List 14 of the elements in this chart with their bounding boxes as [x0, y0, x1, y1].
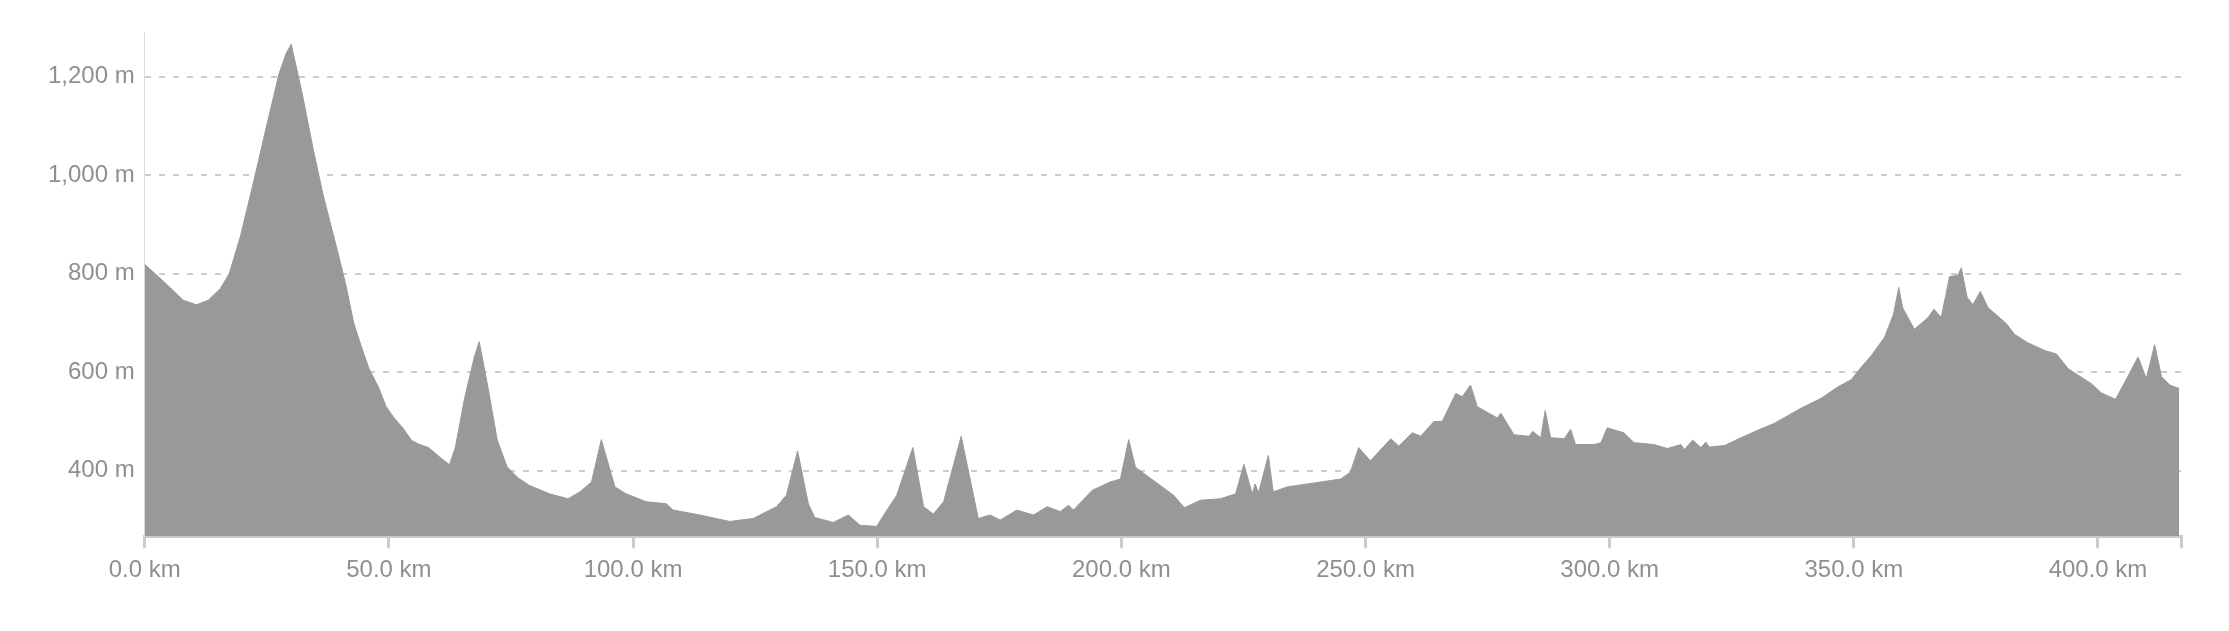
x-tick-label: 350.0 km [1804, 555, 1904, 583]
x-tick-label: 300.0 km [1560, 555, 1660, 583]
x-tick-label: 250.0 km [1316, 555, 1415, 583]
x-tick-label: 100.0 km [583, 555, 683, 583]
x-tick-label: 0.0 km [108, 555, 181, 583]
y-tick-label: 600 m [68, 356, 135, 384]
x-tick-label: 400.0 km [2048, 555, 2148, 583]
x-tick-label: 200.0 km [1071, 555, 1171, 583]
y-tick-label: 400 m [68, 455, 135, 483]
x-tick-label: 150.0 km [827, 555, 927, 583]
y-tick-label: 800 m [68, 258, 135, 286]
x-tick-label: 50.0 km [346, 555, 432, 583]
y-tick-label: 1,000 m [48, 159, 135, 187]
y-tick-label: 1,200 m [48, 61, 135, 89]
